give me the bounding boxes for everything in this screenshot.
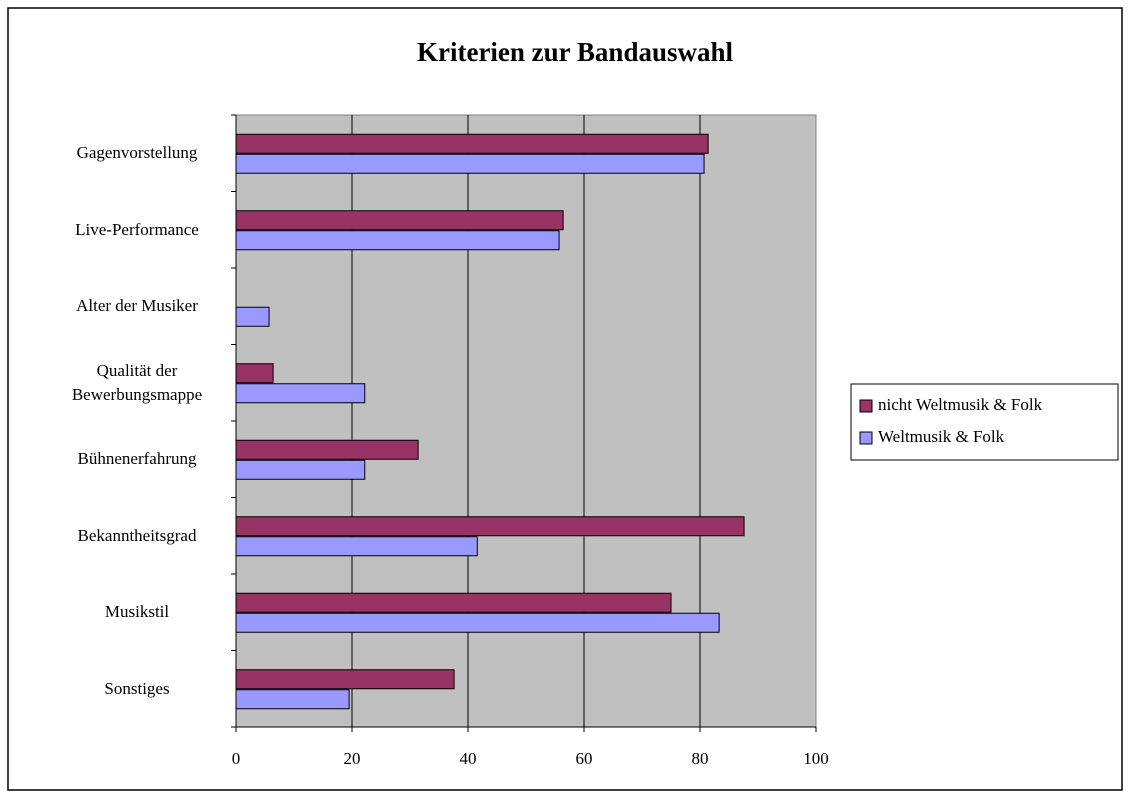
category-text: Bekanntheitsgrad	[77, 525, 197, 545]
category-text: Alter der Musiker	[76, 296, 198, 316]
bar	[235, 536, 478, 557]
bar	[235, 612, 720, 633]
category-text: Bühnenerfahrung	[77, 449, 197, 469]
bar	[235, 516, 745, 537]
y-tick-label: Musikstil	[37, 600, 237, 624]
y-tick-label: Alter der Musiker	[37, 294, 237, 318]
legend-label: Weltmusik & Folk	[878, 427, 1005, 446]
bar	[235, 383, 366, 404]
bar	[235, 439, 419, 460]
bar	[235, 210, 564, 231]
y-tick-label: Bühnenerfahrung	[37, 447, 237, 471]
bar	[235, 592, 672, 613]
legend-label: nicht Weltmusik & Folk	[878, 395, 1043, 414]
y-tick-label: Bekanntheitsgrad	[37, 524, 237, 548]
legend-swatch	[859, 431, 873, 445]
y-tick-label: Sonstiges	[37, 677, 237, 701]
category-text: Qualität der Bewerbungsmappe	[71, 360, 203, 404]
chart-title: Kriterien zur Bandauswahl	[417, 37, 734, 67]
category-text: Musikstil	[104, 602, 170, 622]
y-tick-label: Live-Performance	[37, 218, 237, 242]
x-tick-label: 40	[460, 749, 477, 768]
bar	[235, 153, 705, 174]
bar	[235, 689, 350, 710]
bar	[235, 306, 270, 327]
bar	[235, 230, 560, 251]
legend-box	[850, 383, 1119, 461]
bar	[235, 363, 274, 384]
x-tick-label: 100	[803, 749, 829, 768]
bar	[235, 133, 709, 154]
x-tick-label: 60	[576, 749, 593, 768]
category-text: Gagenvorstellung	[76, 143, 198, 163]
x-tick-label: 0	[232, 749, 241, 768]
x-tick-label: 20	[344, 749, 361, 768]
y-tick-label: Gagenvorstellung	[37, 141, 237, 165]
plot-area	[235, 114, 817, 728]
category-text: Sonstiges	[104, 678, 170, 698]
y-tick-label: Qualität der Bewerbungsmappe	[37, 359, 237, 407]
category-text: Live-Performance	[75, 219, 199, 239]
bar	[235, 669, 455, 690]
legend-swatch	[859, 399, 873, 413]
bar	[235, 459, 366, 480]
x-tick-label: 80	[692, 749, 709, 768]
